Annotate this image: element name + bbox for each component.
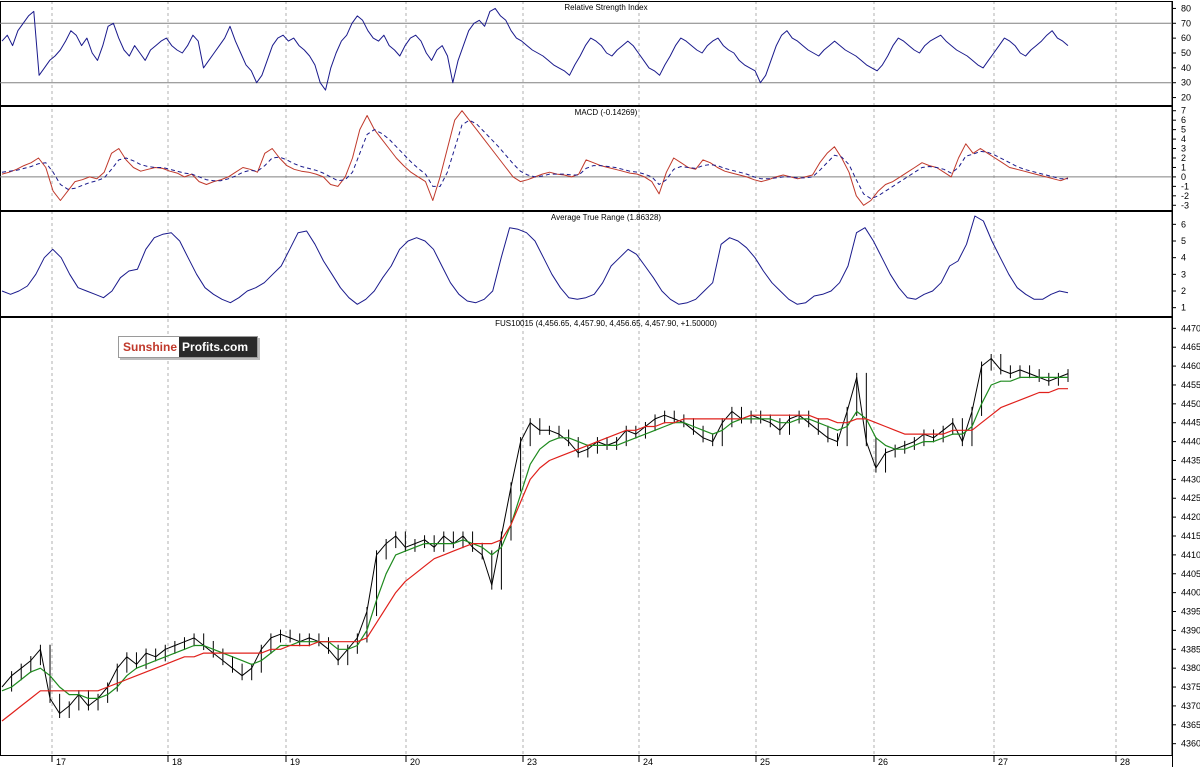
- atr-ytick-label: 2: [1181, 286, 1186, 296]
- price-ytick-label: 4445: [1181, 418, 1200, 428]
- macd-ytick-label: 0: [1181, 172, 1186, 182]
- rsi-ytick-label: 70: [1181, 18, 1191, 28]
- price-ytick-label: 4425: [1181, 493, 1200, 503]
- atr-ytick-label: 3: [1181, 269, 1186, 279]
- x-date-label: 23: [527, 757, 537, 767]
- price-ytick-label: 4395: [1181, 607, 1200, 617]
- x-date-label: 24: [643, 757, 653, 767]
- rsi-series-rsi-line: [1, 7, 1069, 91]
- logo-part-1: Sunshine: [119, 337, 180, 357]
- x-date-label: 26: [878, 757, 888, 767]
- price-series-close-line: [1, 358, 1069, 714]
- macd-title: MACD (-0.14269): [575, 108, 638, 117]
- macd-ytick-label: 3: [1181, 144, 1186, 154]
- atr-series-atr-line: [1, 215, 1069, 305]
- price-ytick-label: 4385: [1181, 644, 1200, 654]
- price-ytick-label: 4470: [1181, 323, 1200, 333]
- x-date-label: 17: [56, 757, 66, 767]
- price-ytick-label: 4415: [1181, 531, 1200, 541]
- x-date-label: 19: [290, 757, 300, 767]
- x-date-label: 28: [1120, 757, 1130, 767]
- macd-ytick-label: 5: [1181, 125, 1186, 135]
- atr-ytick-label: 6: [1181, 219, 1186, 229]
- price-series-ma-slow-line: [1, 388, 1068, 722]
- macd-ytick-label: -3: [1181, 200, 1189, 210]
- macd-ytick-label: -2: [1181, 191, 1189, 201]
- rsi-ytick-label: 40: [1181, 63, 1191, 73]
- price-ytick-label: 4380: [1181, 663, 1200, 673]
- rsi-ytick-label: 20: [1181, 93, 1191, 103]
- price-ytick-label: 4435: [1181, 455, 1200, 465]
- atr-ytick-label: 1: [1181, 303, 1186, 313]
- macd-ytick-label: 1: [1181, 162, 1186, 172]
- price-ytick-label: 4430: [1181, 474, 1200, 484]
- macd-ytick-label: 7: [1181, 106, 1186, 116]
- price-ytick-label: 4460: [1181, 361, 1200, 371]
- price-ytick-label: 4410: [1181, 550, 1200, 560]
- macd-series-signal-line: [1, 119, 1068, 200]
- atr-ytick-label: 5: [1181, 236, 1186, 246]
- price-ytick-label: 4455: [1181, 380, 1200, 390]
- rsi-title: Relative Strength Index: [564, 3, 647, 12]
- price-ytick-label: 4370: [1181, 701, 1200, 711]
- x-date-label: 25: [760, 757, 770, 767]
- price-ytick-label: 4390: [1181, 625, 1200, 635]
- price-ytick-label: 4375: [1181, 682, 1200, 692]
- x-date-label: 27: [998, 757, 1008, 767]
- macd-ytick-label: 4: [1181, 134, 1186, 144]
- price-ytick-label: 4360: [1181, 739, 1200, 749]
- price-title: FUS10015 (4,456.65, 4,457.90, 4,456.65, …: [495, 319, 717, 328]
- macd-ytick-label: -1: [1181, 181, 1189, 191]
- rsi-ytick-label: 50: [1181, 48, 1191, 58]
- atr-title: Average True Range (1.86328): [551, 213, 661, 222]
- price-ytick-label: 4465: [1181, 342, 1200, 352]
- price-ytick-label: 4450: [1181, 399, 1200, 409]
- price-ytick-label: 4405: [1181, 569, 1200, 579]
- atr-ytick-label: 4: [1181, 253, 1186, 263]
- sunshine-profits-logo: Sunshine Profits.com: [118, 336, 258, 358]
- x-date-label: 20: [410, 757, 420, 767]
- price-series-ma-fast-line: [1, 376, 1068, 700]
- macd-ytick-label: 6: [1181, 115, 1186, 125]
- rsi-ytick-label: 30: [1181, 78, 1191, 88]
- rsi-ytick-label: 60: [1181, 33, 1191, 43]
- price-ytick-label: 4440: [1181, 437, 1200, 447]
- logo-part-2: Profits.com: [179, 337, 257, 357]
- x-date-label: 18: [172, 757, 182, 767]
- price-ytick-label: 4365: [1181, 720, 1200, 730]
- macd-ytick-label: 2: [1181, 153, 1186, 163]
- price-ytick-label: 4400: [1181, 588, 1200, 598]
- rsi-ytick-label: 80: [1181, 3, 1191, 13]
- price-ytick-label: 4420: [1181, 512, 1200, 522]
